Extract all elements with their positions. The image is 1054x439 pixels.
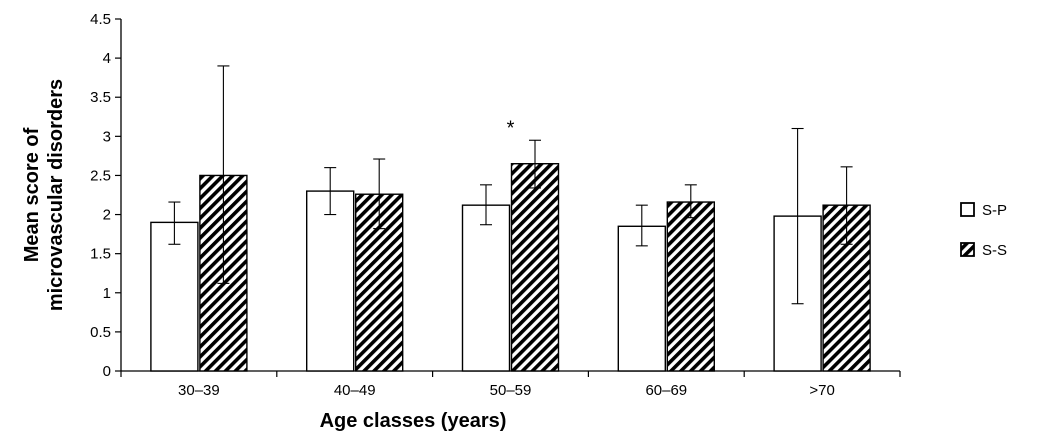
significance-marker: * bbox=[507, 118, 515, 140]
y-tick-label: 3 bbox=[103, 128, 111, 145]
bar-s-p bbox=[617, 225, 666, 372]
x-axis-title: Age classes (years) bbox=[320, 410, 507, 432]
y-axis-title-line-2: microvascular disorders bbox=[45, 79, 67, 311]
legend-label-s-s: S-S bbox=[982, 242, 1007, 259]
legend-swatch-s-s bbox=[960, 242, 975, 257]
y-tick-label: 4 bbox=[103, 50, 111, 67]
x-tick-label: 60–69 bbox=[645, 382, 687, 399]
x-tick-label: 30–39 bbox=[178, 382, 220, 399]
x-tick-label: >70 bbox=[809, 382, 834, 399]
y-tick-label: 3.5 bbox=[90, 89, 111, 106]
bar-s-p bbox=[461, 204, 511, 372]
y-tick-label: 2 bbox=[103, 207, 111, 224]
bar-s-p bbox=[306, 190, 355, 372]
x-tick-label: 40–49 bbox=[334, 382, 376, 399]
y-tick-label: 4.5 bbox=[90, 11, 111, 28]
x-tick-label: 50–59 bbox=[490, 382, 532, 399]
y-axis-title: Mean score of microvascular disorders bbox=[21, 79, 67, 311]
y-tick-label: 0 bbox=[103, 363, 111, 380]
y-tick-label: 2.5 bbox=[90, 167, 111, 184]
legend: S-P S-S bbox=[960, 202, 1007, 259]
plot-area: 0 0.5 1 1.5 2 2.5 3 3.5 4 4.5 30–39 40–49 50–59 60–69… bbox=[90, 11, 901, 399]
bar-s-s bbox=[666, 201, 715, 372]
legend-label-s-p: S-P bbox=[982, 202, 1007, 219]
bar-s-s bbox=[510, 163, 560, 372]
y-tick-label: 1.5 bbox=[90, 246, 111, 263]
y-axis-title-line-1: Mean score of bbox=[21, 127, 43, 262]
y-tick-label: 1 bbox=[103, 285, 111, 302]
legend-swatch-s-p bbox=[960, 202, 975, 217]
y-tick-label: 0.5 bbox=[90, 324, 111, 341]
